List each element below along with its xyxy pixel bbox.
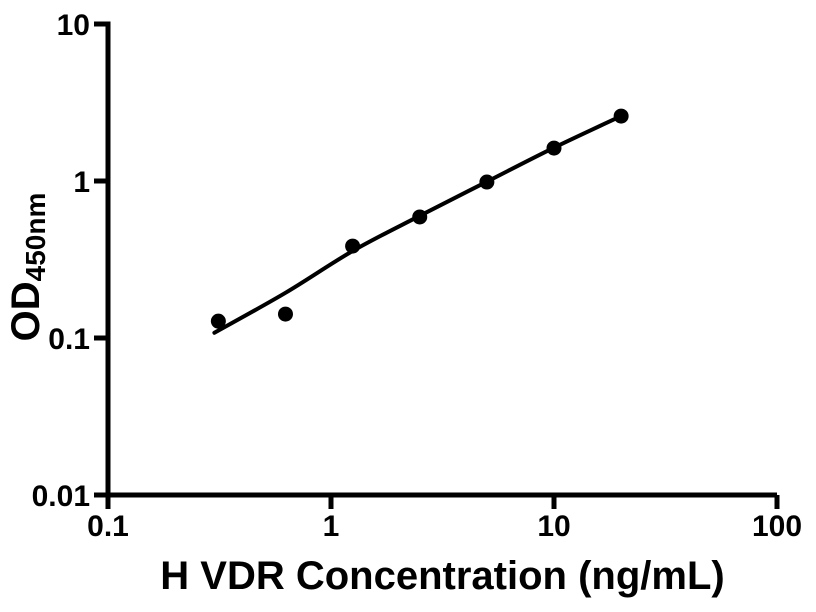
y-tick-label: 0.1 bbox=[48, 323, 90, 356]
data-point bbox=[613, 108, 629, 124]
x-tick-label: 0.1 bbox=[87, 510, 129, 543]
x-tick-label: 10 bbox=[537, 510, 570, 543]
data-point bbox=[277, 306, 293, 322]
y-tick-label: 0.01 bbox=[32, 480, 90, 513]
x-tick-label: 100 bbox=[752, 510, 802, 543]
y-tick-label: 1 bbox=[73, 166, 90, 199]
y-axis-title: OD450nm bbox=[4, 192, 51, 342]
y-axis-title-main: OD bbox=[4, 281, 48, 342]
data-point bbox=[546, 140, 562, 156]
data-point bbox=[412, 209, 428, 225]
axes-frame bbox=[105, 21, 777, 498]
y-tick-label: 10 bbox=[57, 9, 90, 42]
data-point bbox=[479, 174, 495, 190]
y-axis-title-subscript: 450nm bbox=[20, 192, 51, 282]
x-axis-title: H VDR Concentration (ng/mL) bbox=[160, 554, 725, 598]
data-point bbox=[210, 313, 226, 329]
data-point bbox=[345, 238, 361, 254]
x-tick-label: 1 bbox=[323, 510, 340, 543]
